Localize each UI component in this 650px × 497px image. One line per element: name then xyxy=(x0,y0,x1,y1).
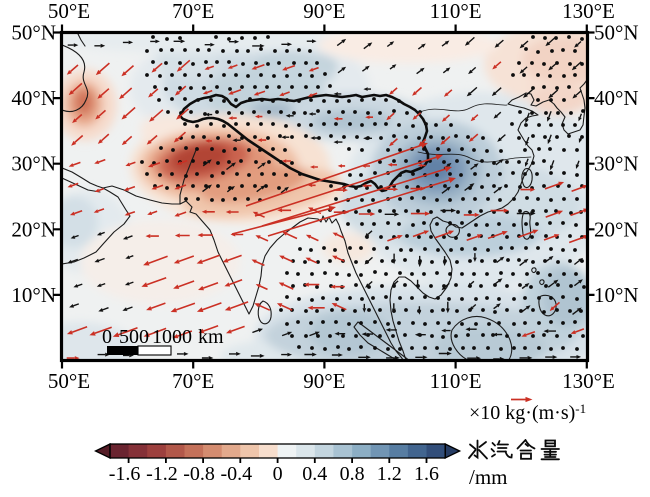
svg-text:50°N: 50°N xyxy=(594,21,639,45)
svg-text:70°E: 70°E xyxy=(172,0,214,23)
svg-text:130°E: 130°E xyxy=(562,0,615,23)
svg-text:0: 0 xyxy=(273,463,283,485)
svg-text:×10 kg·(m·s)-1: ×10 kg·(m·s)-1 xyxy=(469,401,586,424)
svg-text:130°E: 130°E xyxy=(562,369,615,393)
svg-text:1.6: 1.6 xyxy=(414,463,439,485)
svg-text:0.8: 0.8 xyxy=(340,463,365,485)
svg-text:km: km xyxy=(198,326,224,348)
svg-text:110°E: 110°E xyxy=(430,369,482,393)
svg-text:40°N: 40°N xyxy=(594,86,639,110)
svg-text:10°N: 10°N xyxy=(11,283,56,307)
svg-text:30°N: 30°N xyxy=(594,152,639,176)
svg-text:30°N: 30°N xyxy=(11,152,56,176)
svg-text:50°N: 50°N xyxy=(11,21,56,45)
svg-text:-0.4: -0.4 xyxy=(220,463,252,485)
svg-text:110°E: 110°E xyxy=(430,0,482,23)
svg-text:-1.2: -1.2 xyxy=(146,463,178,485)
svg-text:1.2: 1.2 xyxy=(377,463,402,485)
svg-text:70°E: 70°E xyxy=(172,369,214,393)
svg-text:50°E: 50°E xyxy=(48,369,90,393)
svg-text:1000: 1000 xyxy=(152,326,192,348)
svg-text:50°E: 50°E xyxy=(48,0,90,23)
svg-text:20°N: 20°N xyxy=(594,217,639,241)
svg-text:0.4: 0.4 xyxy=(302,463,327,485)
svg-text:500: 500 xyxy=(119,326,149,348)
svg-text:90°E: 90°E xyxy=(303,0,345,23)
svg-text:90°E: 90°E xyxy=(303,369,345,393)
svg-text:-0.8: -0.8 xyxy=(183,463,215,485)
svg-text:-1.6: -1.6 xyxy=(109,463,141,485)
svg-text:10°N: 10°N xyxy=(594,283,639,307)
svg-text:/mm: /mm xyxy=(469,465,508,489)
svg-text:20°N: 20°N xyxy=(11,217,56,241)
svg-text:0: 0 xyxy=(102,326,112,348)
svg-text:40°N: 40°N xyxy=(11,86,56,110)
